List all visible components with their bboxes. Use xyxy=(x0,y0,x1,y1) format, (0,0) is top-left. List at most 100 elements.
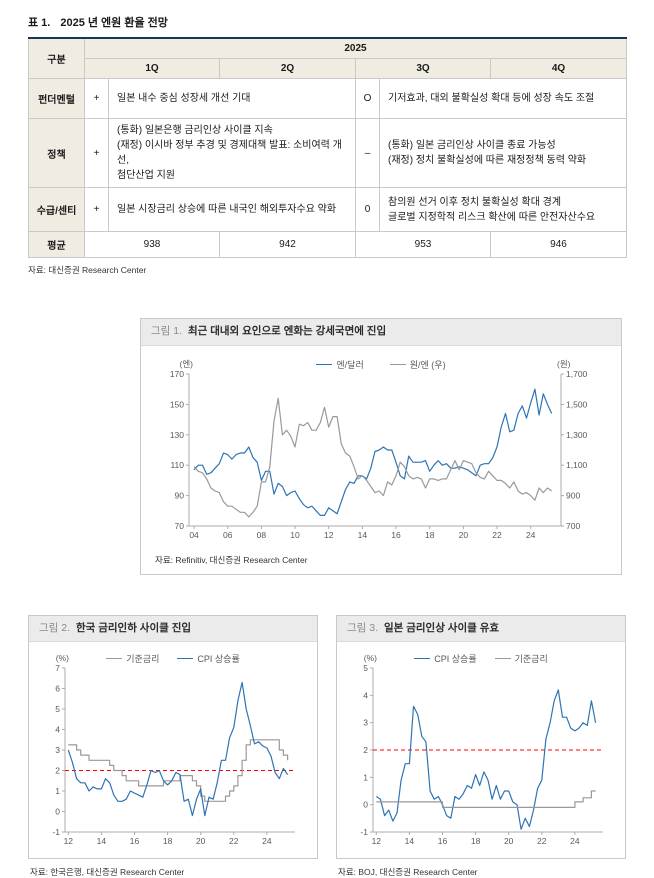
svg-text:14: 14 xyxy=(405,836,415,846)
svg-text:3: 3 xyxy=(363,718,368,728)
svg-text:18: 18 xyxy=(471,836,481,846)
svg-text:22: 22 xyxy=(492,530,502,540)
series-line xyxy=(68,739,289,803)
header-gubun: 구분 xyxy=(28,37,85,79)
header-year: 2025 xyxy=(84,37,627,59)
text-cell: 참의원 선거 이후 정치 불확실성 확대 경계 글로벌 지정학적 리스크 확산에… xyxy=(379,187,627,232)
figure-number: 그림 2. xyxy=(39,621,70,634)
table-row-supply-sentiment: 수급/센티 + 일본 시장금리 상승에 따른 내국인 해외투자수요 약화 0 참… xyxy=(28,187,627,232)
svg-text:900: 900 xyxy=(566,490,580,500)
figure-2-header: 그림 2. 한국 금리인하 사이클 진입 xyxy=(29,615,317,643)
svg-text:20: 20 xyxy=(196,836,206,846)
header-q3: 3Q xyxy=(355,58,491,79)
report-page: 표 1. 2025 년 엔원 환율 전망 구분 2025 1Q 2Q 3Q 4Q… xyxy=(28,14,627,878)
figure-1-source: 자료: Refinitiv, 대신증권 Research Center xyxy=(155,554,308,565)
svg-text:24: 24 xyxy=(526,530,536,540)
fig2-chart: 기준금리 CPI 상승률 -1 0 1 2 3 4 5 6 7 (%) 12 14 16 18 20 22 24 xyxy=(41,650,305,854)
table-row-fundamental: 펀더멘털 + 일본 내수 중심 성장세 개선 기대 O 기저효과, 대외 불확실… xyxy=(28,78,627,119)
figure-3-header: 그림 3. 일본 금리인상 사이클 유효 xyxy=(337,615,625,643)
avg-q2: 942 xyxy=(219,231,356,258)
svg-text:110: 110 xyxy=(170,460,184,470)
text-cell: (통화) 일본 금리인상 사이클 종료 가능성 (재정) 정치 불확실성에 따른… xyxy=(379,118,627,188)
figure-title: 한국 금리인하 사이클 진입 xyxy=(76,621,192,634)
table-number: 표 1. xyxy=(28,17,51,29)
svg-text:1,100: 1,100 xyxy=(566,460,588,470)
figure-3-source: 자료: BOJ, 대신증권 Research Center xyxy=(338,867,478,878)
sign-cell: + xyxy=(84,187,109,232)
figure-1-body: 엔/달러 원/엔 (우) 70 90 110 130 150 170 (엔) 700 900 1,10… xyxy=(141,346,621,574)
svg-text:1: 1 xyxy=(55,786,60,796)
svg-text:16: 16 xyxy=(391,530,401,540)
avg-q4: 946 xyxy=(490,231,627,258)
svg-text:24: 24 xyxy=(262,836,272,846)
svg-text:24: 24 xyxy=(570,836,580,846)
fx-forecast-table: 구분 2025 1Q 2Q 3Q 4Q 펀더멘털 + 일본 내수 중심 성장세 … xyxy=(28,37,627,258)
sign-cell: 0 xyxy=(355,187,380,232)
svg-text:90: 90 xyxy=(175,490,185,500)
svg-text:12: 12 xyxy=(64,836,74,846)
fig3-chart: CPI 상승률 기준금리 -1 0 1 2 3 4 5 (%) 12 14 16 18 20 22 24 xyxy=(349,650,613,854)
svg-text:18: 18 xyxy=(163,836,173,846)
svg-text:700: 700 xyxy=(566,521,580,531)
table-title: 표 1. 2025 년 엔원 환율 전망 xyxy=(28,14,626,30)
table-source: 자료: 대신증권 Research Center xyxy=(28,265,147,275)
svg-text:4: 4 xyxy=(363,691,368,701)
series-line xyxy=(375,689,597,831)
svg-text:1,500: 1,500 xyxy=(566,399,588,409)
svg-text:16: 16 xyxy=(130,836,140,846)
svg-text:0: 0 xyxy=(363,800,368,810)
svg-text:(엔): (엔) xyxy=(180,359,194,369)
avg-q1: 938 xyxy=(84,231,220,258)
figure-number: 그림 1. xyxy=(151,325,182,337)
table-title-text: 2025 년 엔원 환율 전망 xyxy=(60,17,168,29)
table-header-row-1: 구분 2025 xyxy=(28,37,627,79)
svg-text:2: 2 xyxy=(363,745,368,755)
sign-cell: O xyxy=(355,78,380,119)
chart-svg: 70 90 110 130 150 170(엔) 700 900 1,100 1,300 1,500… xyxy=(170,359,588,540)
figure-2-source: 자료: 한국은행, 대신증권 Research Center xyxy=(30,867,185,878)
sign-cell: + xyxy=(84,118,109,188)
row-label: 수급/센티 xyxy=(28,187,85,232)
svg-text:0: 0 xyxy=(55,807,60,817)
figure-number: 그림 3. xyxy=(347,621,378,634)
svg-text:1,300: 1,300 xyxy=(566,429,588,439)
svg-text:22: 22 xyxy=(229,836,239,846)
figure-3-body: CPI 상승률 기준금리 -1 0 1 2 3 4 5 (%) 12 14 16 18 20 22 24 xyxy=(337,642,625,858)
svg-text:08: 08 xyxy=(257,530,267,540)
table-row-policy: 정책 + (통화) 일본은행 금리인상 사이클 지속 (재정) 이시바 정부 추… xyxy=(28,118,627,188)
row-label: 정책 xyxy=(28,118,85,188)
figure-3-column: 그림 3. 일본 금리인상 사이클 유효 CPI 상승률 기준금리 -1 0 1 2 3 4 5(… xyxy=(336,614,626,878)
text-cell: 일본 내수 중심 성장세 개선 기대 xyxy=(108,78,356,119)
figure-title: 최근 대내외 요인으로 엔화는 강세국면에 진입 xyxy=(188,325,387,337)
svg-text:6: 6 xyxy=(55,684,60,694)
svg-text:4: 4 xyxy=(55,725,60,735)
svg-text:(%): (%) xyxy=(364,653,377,663)
svg-text:22: 22 xyxy=(537,836,547,846)
figure-3: 그림 3. 일본 금리인상 사이클 유효 CPI 상승률 기준금리 -1 0 1 2 3 4 5(… xyxy=(336,614,626,860)
svg-text:04: 04 xyxy=(189,530,199,540)
figure-2-column: 그림 2. 한국 금리인하 사이클 진입 기준금리 CPI 상승률 -1 0 1 2 3 4 5 6… xyxy=(28,614,318,878)
svg-text:(%): (%) xyxy=(56,653,69,663)
svg-text:-1: -1 xyxy=(360,827,368,837)
series-line xyxy=(376,790,596,809)
text-cell: (통화) 일본은행 금리인상 사이클 지속 (재정) 이시바 정부 추경 및 경… xyxy=(108,118,356,188)
figure-2-body: 기준금리 CPI 상승률 -1 0 1 2 3 4 5 6 7 (%) 12 14 16 18 20 22 24 xyxy=(29,642,317,858)
svg-text:150: 150 xyxy=(170,399,184,409)
svg-text:7: 7 xyxy=(55,663,60,673)
figures-row: 그림 2. 한국 금리인하 사이클 진입 기준금리 CPI 상승률 -1 0 1 2 3 4 5 6… xyxy=(28,614,626,878)
svg-text:70: 70 xyxy=(175,521,185,531)
figure-1: 그림 1. 최근 대내외 요인으로 엔화는 강세국면에 진입 엔/달러 원/엔 (우… xyxy=(140,318,622,575)
svg-text:5: 5 xyxy=(55,704,60,714)
sign-cell: + xyxy=(84,78,109,119)
sign-cell: – xyxy=(355,118,380,188)
svg-text:5: 5 xyxy=(363,663,368,673)
table-header-row-2: 1Q 2Q 3Q 4Q xyxy=(29,58,627,79)
svg-text:20: 20 xyxy=(459,530,469,540)
svg-text:20: 20 xyxy=(504,836,514,846)
svg-text:170: 170 xyxy=(170,369,184,379)
svg-text:2: 2 xyxy=(55,766,60,776)
series-line xyxy=(67,682,289,817)
figure-2: 그림 2. 한국 금리인하 사이클 진입 기준금리 CPI 상승률 -1 0 1 2 3 4 5 6… xyxy=(28,614,318,860)
